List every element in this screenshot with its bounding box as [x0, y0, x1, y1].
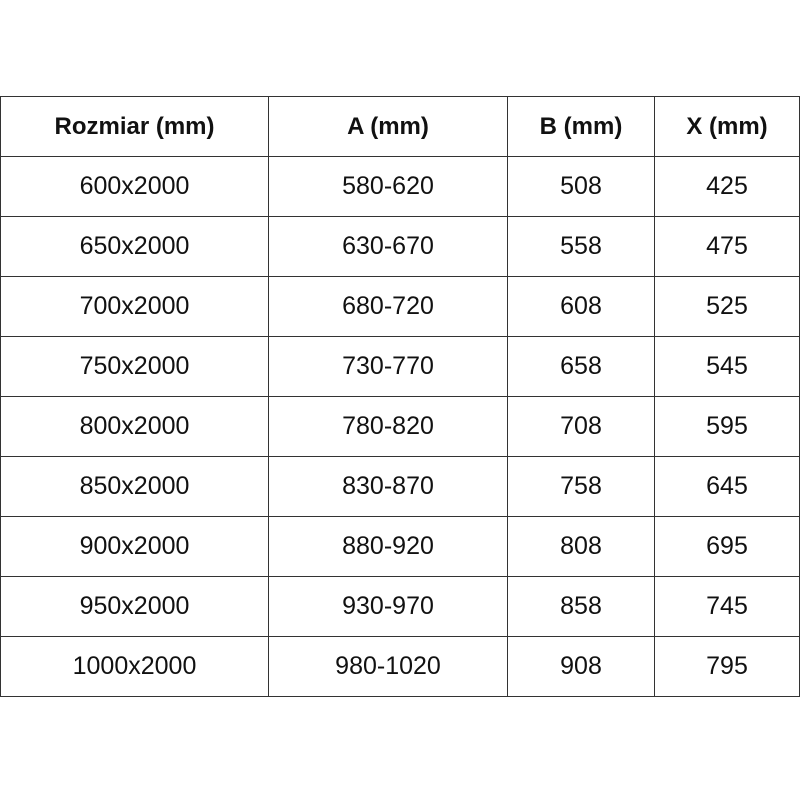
table-row: 650x2000 630-670 558 475 — [0, 216, 800, 277]
cell-b: 808 — [507, 516, 655, 577]
cell-a: 930-970 — [268, 576, 508, 637]
cell-size: 1000x2000 — [0, 636, 269, 697]
cell-b: 558 — [507, 216, 655, 277]
cell-x: 545 — [654, 336, 800, 397]
size-table: Rozmiar (mm) A (mm) B (mm) X (mm) 600x20… — [0, 96, 800, 697]
cell-x: 645 — [654, 456, 800, 517]
cell-b: 908 — [507, 636, 655, 697]
cell-size: 700x2000 — [0, 276, 269, 337]
cell-size: 750x2000 — [0, 336, 269, 397]
cell-size: 850x2000 — [0, 456, 269, 517]
cell-x: 745 — [654, 576, 800, 637]
cell-b: 508 — [507, 156, 655, 217]
header-b: B (mm) — [507, 96, 655, 157]
cell-x: 695 — [654, 516, 800, 577]
cell-x: 425 — [654, 156, 800, 217]
table-row: 950x2000 930-970 858 745 — [0, 576, 800, 637]
cell-x: 525 — [654, 276, 800, 337]
cell-size: 900x2000 — [0, 516, 269, 577]
cell-size: 600x2000 — [0, 156, 269, 217]
cell-a: 580-620 — [268, 156, 508, 217]
table-row: 1000x2000 980-1020 908 795 — [0, 636, 800, 697]
cell-b: 708 — [507, 396, 655, 457]
cell-x: 595 — [654, 396, 800, 457]
cell-b: 608 — [507, 276, 655, 337]
table-row: 750x2000 730-770 658 545 — [0, 336, 800, 397]
cell-b: 858 — [507, 576, 655, 637]
cell-a: 830-870 — [268, 456, 508, 517]
table-row: 600x2000 580-620 508 425 — [0, 156, 800, 217]
cell-x: 475 — [654, 216, 800, 277]
cell-b: 758 — [507, 456, 655, 517]
header-a: A (mm) — [268, 96, 508, 157]
cell-size: 950x2000 — [0, 576, 269, 637]
cell-b: 658 — [507, 336, 655, 397]
cell-a: 680-720 — [268, 276, 508, 337]
table-row: 900x2000 880-920 808 695 — [0, 516, 800, 577]
table-row: 850x2000 830-870 758 645 — [0, 456, 800, 517]
header-x: X (mm) — [654, 96, 800, 157]
cell-x: 795 — [654, 636, 800, 697]
cell-size: 650x2000 — [0, 216, 269, 277]
cell-a: 630-670 — [268, 216, 508, 277]
cell-size: 800x2000 — [0, 396, 269, 457]
table-row: 700x2000 680-720 608 525 — [0, 276, 800, 337]
table-row: 800x2000 780-820 708 595 — [0, 396, 800, 457]
header-size: Rozmiar (mm) — [0, 96, 269, 157]
header-row: Rozmiar (mm) A (mm) B (mm) X (mm) — [0, 96, 800, 157]
cell-a: 730-770 — [268, 336, 508, 397]
cell-a: 980-1020 — [268, 636, 508, 697]
cell-a: 880-920 — [268, 516, 508, 577]
cell-a: 780-820 — [268, 396, 508, 457]
